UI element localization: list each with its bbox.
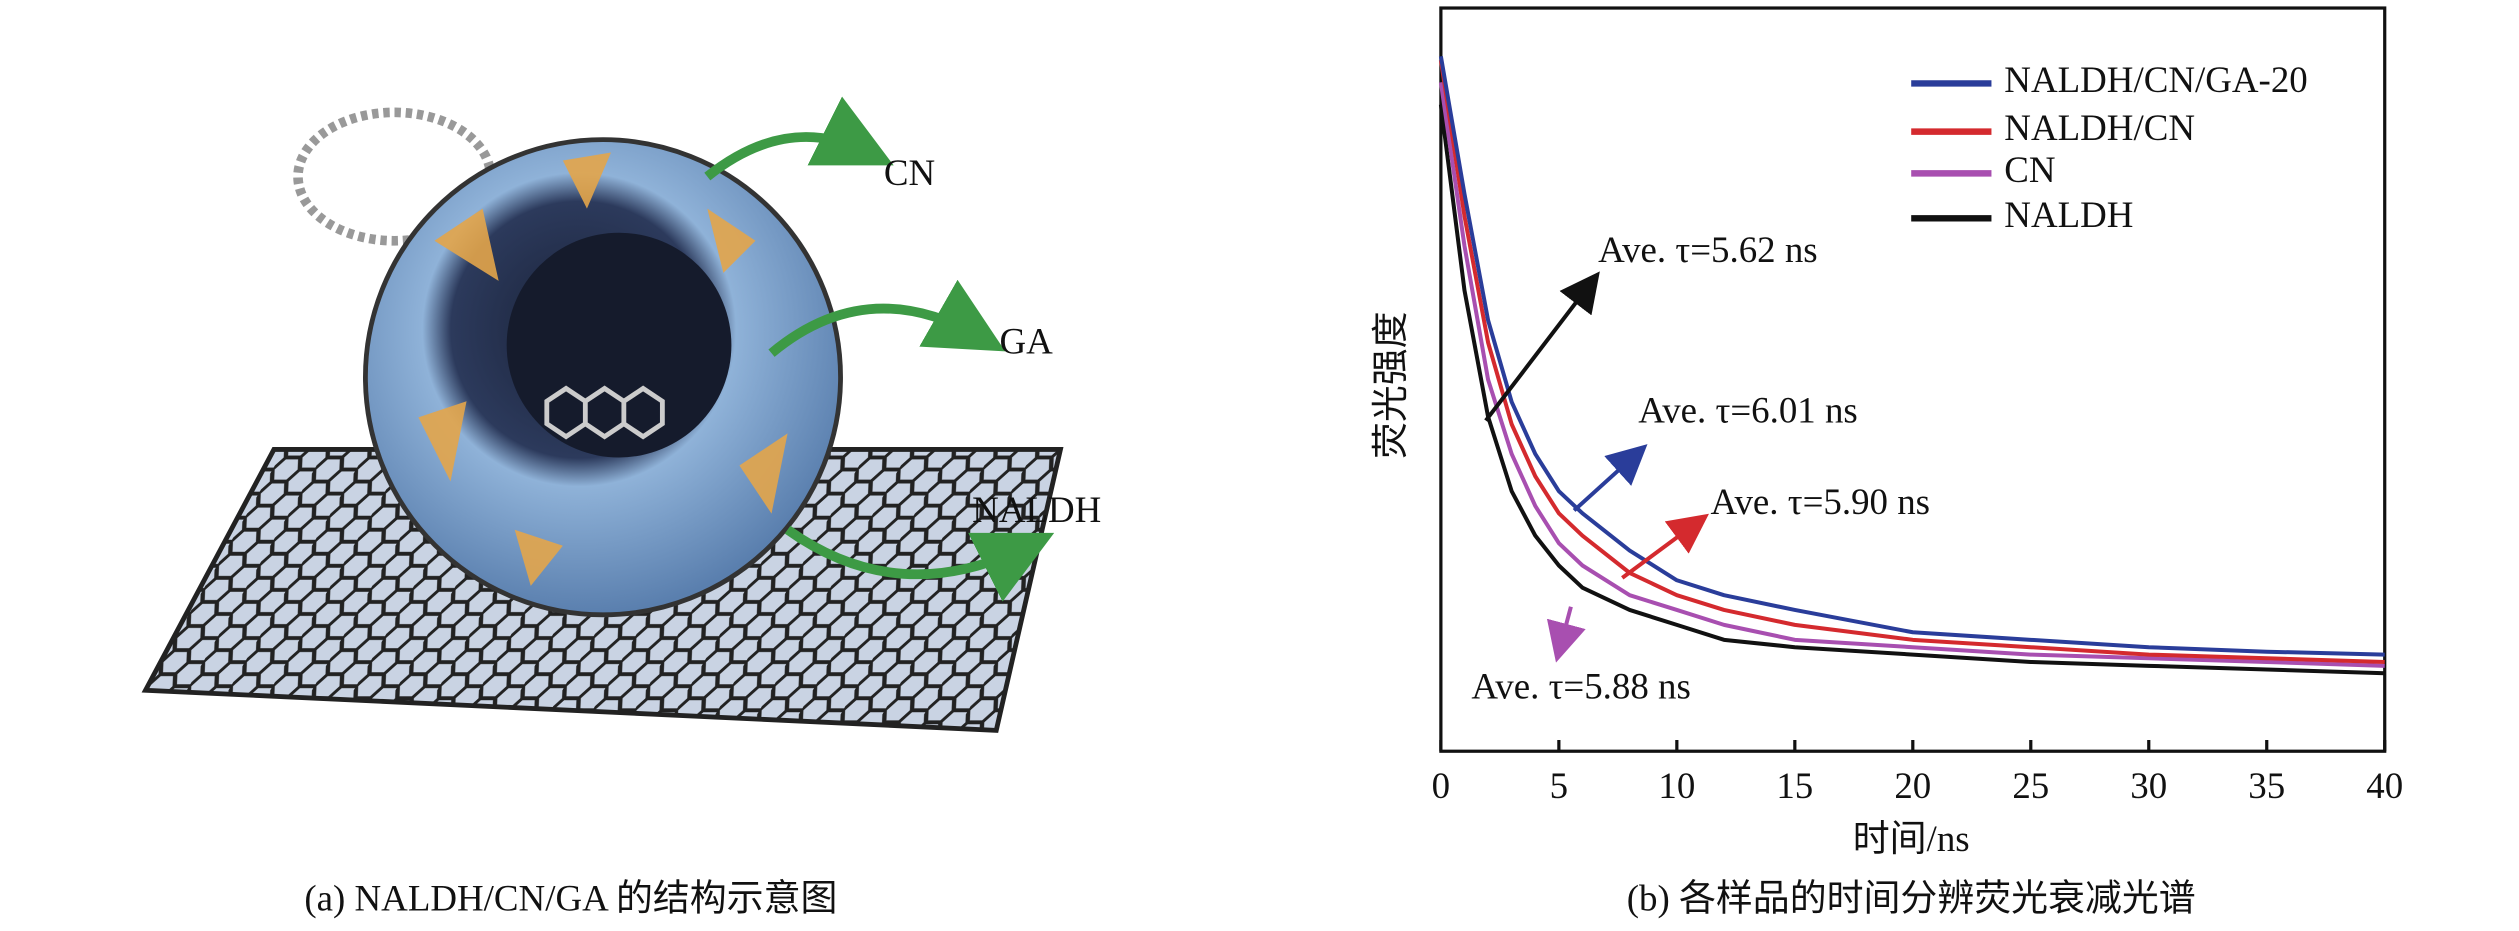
caption: (b) 各样品的时间分辨荧光衰减光谱 <box>1627 878 2196 920</box>
x-tick-label: 0 <box>1432 765 1450 806</box>
x-tick-label: 25 <box>2012 765 2049 806</box>
annotation: Ave. τ=6.01 ns <box>1638 390 1857 431</box>
legend-label: NALDH/CN <box>2004 107 2195 148</box>
x-tick-label: 15 <box>1776 765 1813 806</box>
annotation-arrow <box>1546 606 1586 663</box>
annotation: Ave. τ=5.90 ns <box>1711 481 1930 522</box>
series-line <box>1438 56 2385 657</box>
legend-label: CN <box>2004 149 2055 190</box>
series-line <box>1438 104 2385 676</box>
series-line <box>1438 82 2385 668</box>
annotation-arrow <box>1621 513 1709 580</box>
schematic <box>141 96 1064 733</box>
annotation: Ave. τ=5.62 ns <box>1598 229 1817 270</box>
x-tick-label: 30 <box>2130 765 2167 806</box>
annotation-arrow <box>1484 271 1600 422</box>
x-tick-label: 20 <box>1894 765 1931 806</box>
y-axis-label: 荧光强度 <box>1370 311 1411 459</box>
x-tick-label: 10 <box>1658 765 1695 806</box>
legend-label: NALDH <box>2004 194 2133 235</box>
x-tick-label: 40 <box>2366 765 2403 806</box>
diagram-label: NALDH <box>972 489 1101 530</box>
diagram-label: CN <box>884 152 935 193</box>
series-line <box>1438 59 2385 664</box>
annotation-arrow <box>1572 444 1648 512</box>
x-axis-label: 时间/ns <box>1853 818 1970 859</box>
x-tick-label: 35 <box>2248 765 2285 806</box>
annotation: Ave. τ=5.88 ns <box>1471 666 1690 707</box>
x-tick-label: 5 <box>1550 765 1568 806</box>
caption: (a) NALDH/CN/GA 的结构示意图 <box>304 878 837 920</box>
diagram-label: GA <box>999 321 1053 362</box>
legend-label: NALDH/CN/GA-20 <box>2004 59 2307 100</box>
